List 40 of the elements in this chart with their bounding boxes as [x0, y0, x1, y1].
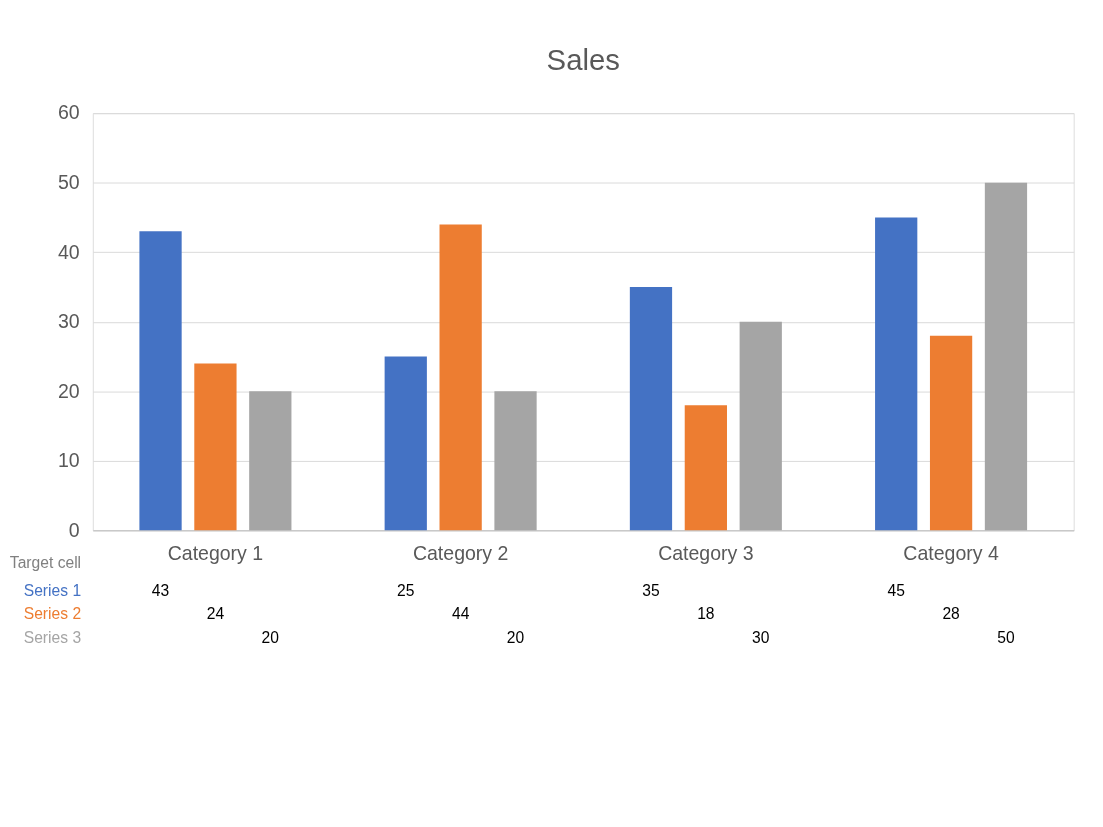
text: Series 3 — [23, 628, 82, 646]
text: Series 2 — [23, 605, 82, 623]
data-label: 50 — [997, 628, 1015, 646]
y-tick-label: 40 — [57, 240, 80, 263]
bar — [739, 321, 782, 531]
y-tick-label: 60 — [57, 101, 80, 124]
data-label: 20 — [261, 628, 280, 646]
data-label: 24 — [206, 605, 225, 623]
data-label: 20 — [506, 628, 525, 646]
bar — [194, 363, 237, 531]
x-tick-label: Category 1 — [167, 542, 264, 565]
y-tick-label: 30 — [57, 310, 80, 333]
data-label: 44 — [451, 605, 470, 623]
bar — [249, 391, 292, 531]
data-label: 25 — [397, 581, 415, 599]
y-tick-label: 50 — [57, 171, 80, 194]
y-tick-label: 10 — [57, 449, 80, 472]
data-label: 35 — [642, 581, 660, 599]
bar — [929, 335, 973, 531]
data-label: 28 — [942, 605, 961, 623]
data-label: 45 — [887, 581, 906, 599]
bar — [384, 356, 427, 531]
y-tick-label: 20 — [57, 379, 80, 402]
data-label: 43 — [151, 581, 170, 599]
bar — [439, 224, 482, 531]
bar — [684, 405, 727, 531]
bar — [139, 231, 182, 531]
bar — [875, 217, 918, 531]
bar — [629, 286, 673, 531]
x-tick-label: Category 2 — [412, 542, 509, 565]
data-label: 18 — [697, 605, 715, 623]
text: Series 1 — [23, 581, 82, 599]
x-tick-label: Category 4 — [903, 542, 999, 565]
chart-title: Sales — [546, 43, 620, 77]
data-label: 30 — [752, 628, 770, 646]
x-tick-label: Category 3 — [658, 542, 754, 565]
text: Target cell — [9, 554, 82, 572]
y-tick-label: 0 — [68, 518, 80, 541]
bar — [494, 391, 537, 531]
bar — [984, 182, 1028, 531]
